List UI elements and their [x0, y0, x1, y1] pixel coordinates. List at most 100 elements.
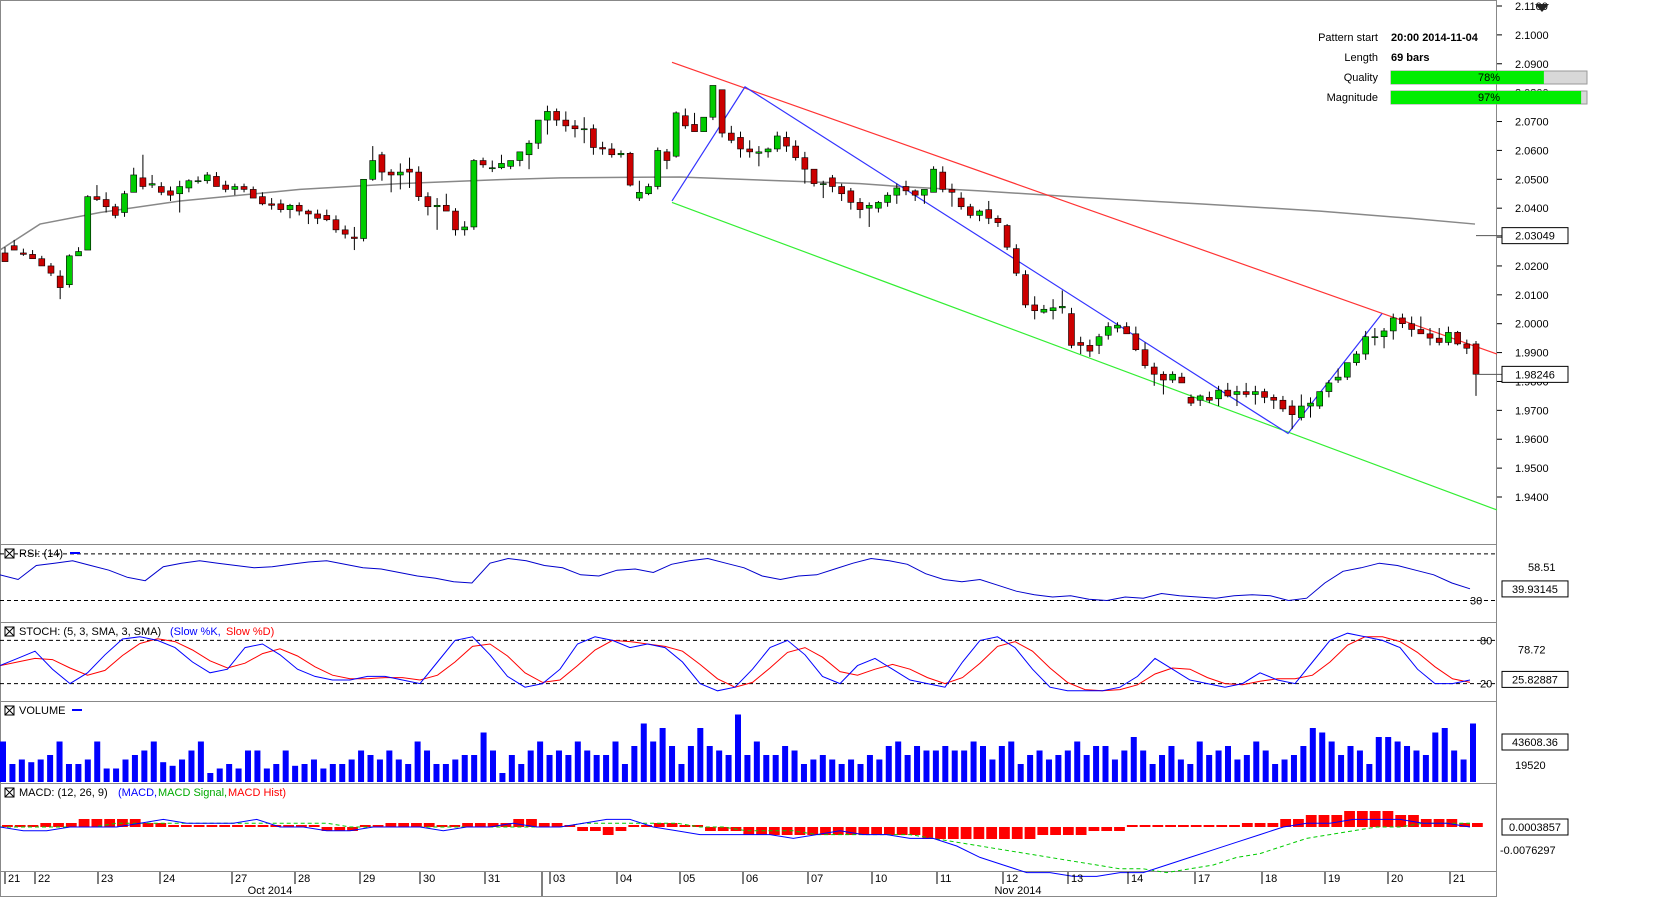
macd-hist-bar [180, 825, 192, 827]
volume-bar [1215, 750, 1222, 782]
volume-bar [433, 764, 440, 782]
month-label: Oct 2014 [248, 885, 293, 897]
moving-average-line: 2.03049 [0, 176, 1569, 251]
candle-down [994, 217, 1002, 223]
stoch-panel[interactable] [0, 622, 1497, 702]
candle-up [700, 116, 708, 132]
candle-down [387, 171, 395, 176]
macd-hist-bar [347, 827, 358, 831]
macd-hist-bar [1229, 825, 1240, 827]
candle-down [112, 206, 119, 216]
macd-hist-bar [590, 827, 601, 831]
volume-bar [782, 746, 789, 782]
macd-hist-bar [858, 827, 870, 835]
candle-up [498, 163, 505, 169]
volume-bar [621, 764, 628, 782]
candle-up [1353, 353, 1360, 363]
volume-bar [1451, 750, 1458, 782]
volume-bar [942, 746, 949, 782]
support-line [671, 201, 1498, 511]
volume-bar [1347, 746, 1354, 782]
candle-down [1132, 333, 1140, 350]
candle-up [544, 111, 551, 121]
candle-up [645, 186, 652, 195]
price-tick-label: 1.9500 [1515, 463, 1549, 475]
volume-bar [424, 750, 431, 782]
candle-down [682, 115, 689, 127]
volume-axis-label: 19520 [1515, 760, 1546, 772]
volume-bar [791, 750, 798, 782]
macd-hist-bar [449, 825, 461, 827]
candle-up [1104, 326, 1112, 336]
day-label: 12 [1006, 873, 1018, 885]
volume-bar [141, 750, 148, 782]
volume-bar [226, 764, 233, 782]
volume-bar [904, 755, 911, 782]
pattern-info: Pattern start 20:00 2014-11-04 Length 69… [1318, 32, 1588, 105]
macd-hist-bar [820, 827, 831, 835]
volume-bar [574, 741, 581, 782]
macd-hist-bar [973, 827, 985, 839]
volume-bar [1319, 732, 1326, 782]
candle-up [1095, 336, 1103, 346]
volume-bar [885, 746, 892, 782]
volume-bar [1375, 737, 1382, 782]
volume-bar [1394, 741, 1401, 782]
macd-hist-bar [705, 827, 716, 831]
day-label: 21 [1453, 873, 1465, 885]
macd-hist-bar [398, 823, 410, 827]
volume-header: VOLUME [4, 705, 82, 717]
candle-up [709, 85, 717, 118]
stoch-axis-label: 20 [1480, 679, 1492, 691]
macd-hist-bar [884, 827, 895, 835]
macd-hist-bar [1305, 815, 1317, 827]
volume-bar [179, 759, 186, 782]
resistance-line [671, 61, 1498, 355]
volume-bar [216, 768, 223, 782]
candle-up [1169, 373, 1176, 381]
volume-bar [1366, 764, 1373, 782]
month-label: Nov 2014 [994, 885, 1041, 897]
volume-bar [1290, 755, 1297, 782]
candle-up [1040, 308, 1048, 313]
macd-hist-bar [1408, 815, 1419, 827]
candle-up [534, 119, 542, 144]
price-tick-label: 1.9900 [1515, 348, 1549, 360]
macd-hist-bar [1203, 825, 1215, 827]
candle-down [1086, 345, 1094, 352]
macd-hist-bar [1024, 827, 1036, 839]
volume-bar [1356, 750, 1363, 782]
volume-bar [1470, 723, 1476, 782]
macd-hist-bar [1139, 825, 1151, 827]
rsi-value-box [1501, 580, 1569, 598]
day-label: 13 [1071, 873, 1083, 885]
stoch-header: STOCH: (5, 3, SMA, 3, SMA) (Slow %K, Slo… [4, 626, 274, 638]
candle-up [755, 151, 763, 154]
price-tick-label: 2.1000 [1515, 30, 1549, 42]
candle-down [452, 210, 459, 231]
volume-bar [490, 750, 496, 782]
price-panel[interactable] [0, 0, 1497, 545]
volume-value-box [1501, 733, 1569, 751]
chevron-down-icon[interactable] [1535, 4, 1549, 12]
candle-down [351, 236, 358, 239]
stoch-k-label: (Slow %K, [170, 626, 221, 638]
volume-bar [1413, 750, 1420, 782]
rsi-panel[interactable] [0, 544, 1497, 623]
candle-down [608, 148, 616, 156]
candle-down [332, 219, 340, 231]
candle-down [38, 258, 46, 267]
candle-down [939, 171, 947, 190]
candle-down [47, 265, 55, 274]
stoch-d-label: Slow %D) [226, 626, 274, 638]
volume-bar [1055, 755, 1062, 782]
macd-hist-bar [653, 823, 665, 827]
candle-down [277, 203, 285, 210]
candle-down [1417, 329, 1425, 335]
volume-bar [75, 764, 82, 782]
macd-hist-bar [232, 825, 243, 827]
candle-down [1068, 313, 1075, 346]
volume-bar [546, 755, 553, 782]
volume-bar [452, 759, 459, 782]
candle-down [1463, 343, 1471, 349]
